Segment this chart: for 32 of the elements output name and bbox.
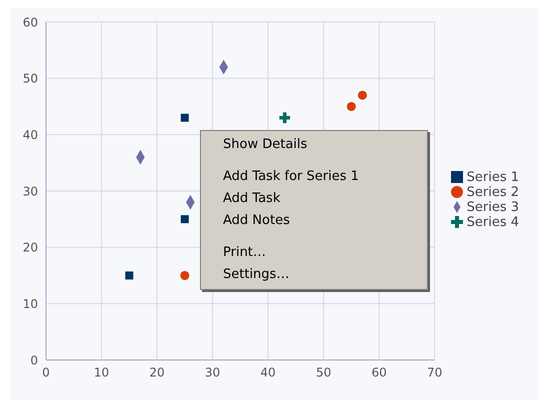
y-tick-label: 20	[22, 240, 38, 255]
annotation: Add Task	[222, 190, 282, 208]
y-tick-label: 30	[22, 184, 38, 198]
y-tick-label: 60	[22, 15, 38, 30]
x-tick-label: 40	[260, 366, 276, 380]
point	[346, 102, 356, 112]
annotation: Add Task for Series 1	[222, 168, 360, 186]
point	[358, 90, 367, 100]
legend-label: Series 1	[466, 170, 519, 185]
x-tick-label: 20	[149, 366, 165, 380]
y-tick-label: 40	[22, 128, 38, 142]
annotation: Add Notes	[222, 212, 291, 230]
y-tick-label: 10	[22, 296, 38, 311]
point	[180, 215, 189, 224]
x-tick-label: 50	[316, 366, 332, 380]
legend-label: Series 3	[466, 200, 519, 215]
y-tick-label: 0	[30, 353, 38, 368]
point	[125, 272, 134, 280]
annotation: Show Details	[222, 136, 308, 154]
legend-label: Series 2	[466, 185, 519, 200]
x-tick-label: 0	[42, 366, 50, 380]
annotation: Print…	[222, 244, 267, 262]
point	[180, 114, 189, 122]
legend-label: Series 4	[466, 215, 519, 230]
x-tick-label: 60	[371, 366, 387, 380]
y-tick-label: 50	[22, 72, 38, 86]
x-tick-label: 30	[204, 366, 220, 380]
point	[279, 112, 290, 124]
point	[180, 270, 190, 280]
x-tick-label: 70	[426, 366, 442, 380]
annotation: Settings…	[222, 266, 290, 284]
x-tick-label: 10	[94, 366, 110, 380]
